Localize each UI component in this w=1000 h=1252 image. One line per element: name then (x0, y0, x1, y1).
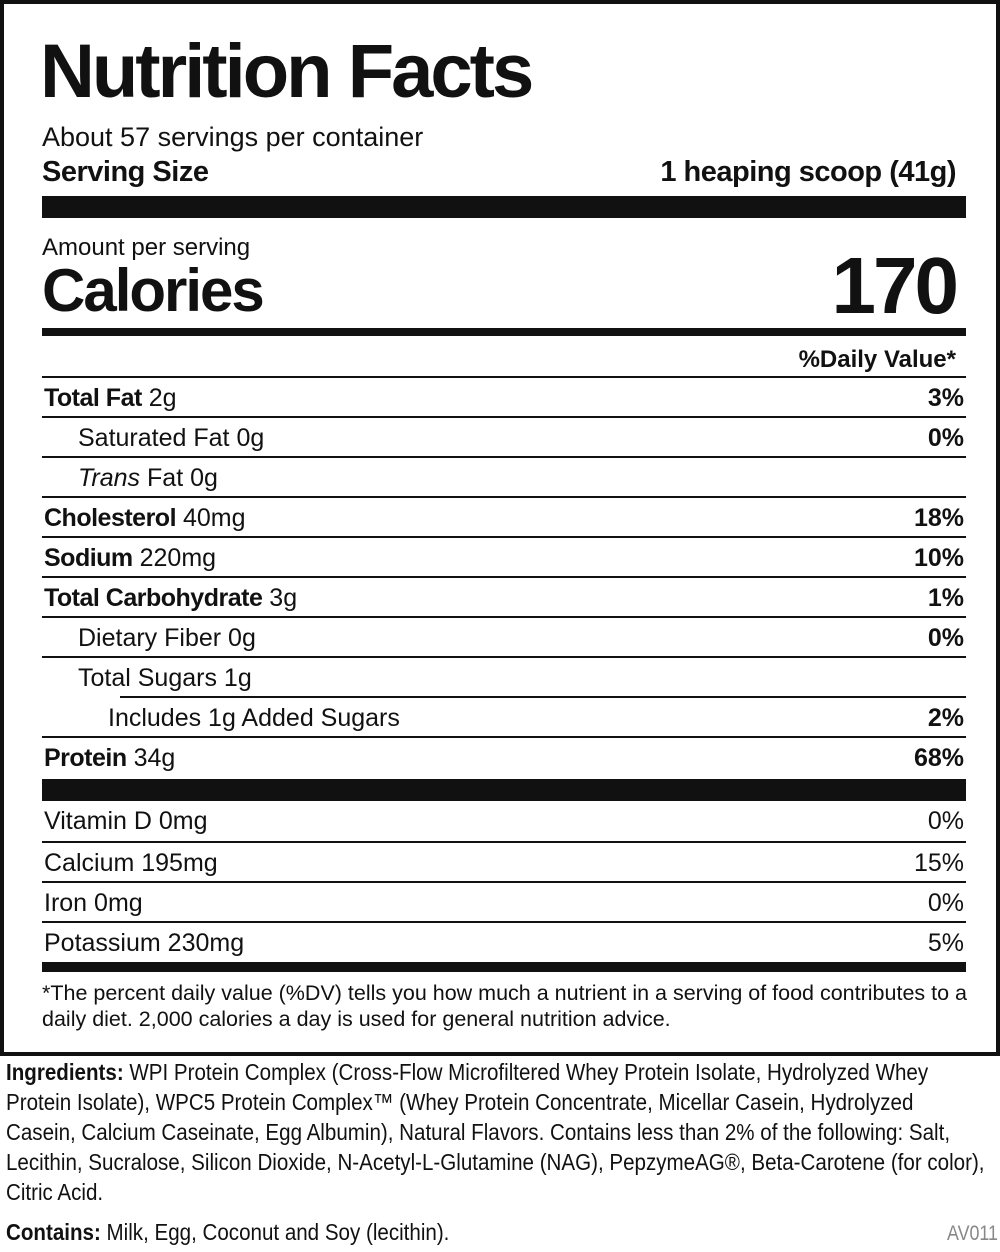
nutrient-name: Trans (78, 464, 141, 492)
nutrient-row-trans-fat: Trans Fat 0g (42, 456, 966, 496)
nutrient-amount: 0g (236, 424, 265, 452)
vitamin-dv: 5% (927, 929, 964, 957)
footnote: *The percent daily value (%DV) tells you… (42, 981, 967, 1031)
nutrient-name: Dietary Fiber (78, 624, 222, 652)
nutrient-amount: 2g (148, 384, 177, 412)
nutrient-name: Total Fat (44, 384, 142, 412)
nutrient-name: Saturated Fat (78, 424, 230, 452)
contains-label: Contains: (6, 1219, 101, 1245)
servings-per-container: About 57 servings per container (42, 122, 424, 152)
daily-value-header: %Daily Value* (798, 346, 956, 373)
thick-divider (42, 779, 966, 801)
vitamin-dv: 15% (913, 849, 964, 877)
ingredients: Ingredients: WPI Protein Complex (Cross-… (6, 1057, 986, 1207)
ingredients-text: WPI Protein Complex (Cross-Flow Microfil… (6, 1059, 985, 1205)
nutrient-name: Includes 1g Added Sugars (108, 704, 400, 732)
product-code: AV011 (947, 1222, 998, 1245)
nutrient-amount: 220mg (139, 544, 217, 572)
nutrient-name-suffix: Fat (147, 464, 184, 492)
ingredients-label: Ingredients: (6, 1059, 124, 1085)
thick-divider (42, 196, 966, 218)
nutrient-row-saturated-fat: Saturated Fat 0g 0% (42, 416, 966, 456)
nutrient-dv: 0% (927, 624, 964, 652)
nutrient-row-total-carbohydrate: Total Carbohydrate 3g 1% (42, 576, 966, 616)
calories-label: Calories (42, 257, 265, 324)
serving-size-label: Serving Size (42, 156, 209, 188)
nutrient-row-protein: Protein 34g 68% (42, 736, 966, 776)
vitamin-amount: 0mg (158, 807, 208, 835)
nutrient-name: Total Sugars (78, 664, 217, 692)
nutrient-dv: 68% (913, 744, 964, 772)
vitamin-dv: 0% (927, 889, 964, 917)
vitamin-name: Vitamin D (44, 807, 152, 835)
nutrient-row-dietary-fiber: Dietary Fiber 0g 0% (42, 616, 966, 656)
nutrient-amount: 0g (228, 624, 256, 652)
nutrient-dv: 1% (927, 584, 964, 612)
calories-value: 170 (831, 241, 959, 330)
nutrient-row-total-fat: Total Fat 2g 3% (42, 376, 966, 416)
nutrient-name: Cholesterol (44, 504, 177, 532)
nutrient-row-sodium: Sodium 220mg 10% (42, 536, 966, 576)
contains-text: Milk, Egg, Coconut and Soy (lecithin). (106, 1219, 450, 1245)
vitamin-amount: 195mg (141, 849, 218, 877)
vitamin-row-calcium: Calcium 195mg 15% (42, 841, 966, 881)
vitamin-row-potassium: Potassium 230mg 5% (42, 921, 966, 961)
nutrient-row-total-sugars: Total Sugars 1g (42, 656, 966, 696)
vitamin-amount: 0mg (94, 889, 143, 917)
amount-per-serving: Amount per serving (42, 234, 251, 261)
vitamin-name: Calcium (44, 849, 135, 877)
thick-divider (42, 962, 966, 972)
nutrition-facts-panel: Nutrition Facts About 57 servings per co… (0, 0, 1000, 1056)
nutrient-amount: 3g (269, 584, 298, 612)
nutrient-dv: 18% (913, 504, 964, 532)
vitamin-amount: 230mg (167, 929, 245, 957)
nutrient-row-added-sugars: Includes 1g Added Sugars 2% (108, 696, 966, 736)
nutrient-dv: 10% (913, 544, 964, 572)
nutrient-name: Total Carbohydrate (44, 584, 263, 612)
vitamin-name: Iron (44, 889, 88, 917)
nutrient-amount: 34g (133, 744, 176, 772)
medium-divider (42, 328, 966, 336)
vitamin-dv: 0% (927, 807, 964, 835)
nutrient-row-cholesterol: Cholesterol 40mg 18% (42, 496, 966, 536)
vitamin-name: Potassium (44, 929, 161, 957)
nutrient-name: Protein (44, 744, 127, 772)
nutrient-dv: 0% (927, 424, 964, 452)
panel-title: Nutrition Facts (40, 29, 534, 114)
nutrient-amount: 40mg (182, 504, 246, 532)
vitamin-row-iron: Iron 0mg 0% (42, 881, 966, 921)
nutrient-dv: 3% (927, 384, 964, 412)
nutrient-dv: 2% (927, 704, 964, 732)
nutrient-name: Sodium (44, 544, 133, 572)
nutrient-amount: 0g (190, 464, 218, 492)
vitamin-row-vitamin-d: Vitamin D 0mg 0% (42, 801, 966, 841)
serving-size-value: 1 heaping scoop (41g) (660, 156, 956, 188)
allergens: Contains: Milk, Egg, Coconut and Soy (le… (6, 1217, 619, 1247)
nutrient-amount: 1g (223, 664, 252, 692)
